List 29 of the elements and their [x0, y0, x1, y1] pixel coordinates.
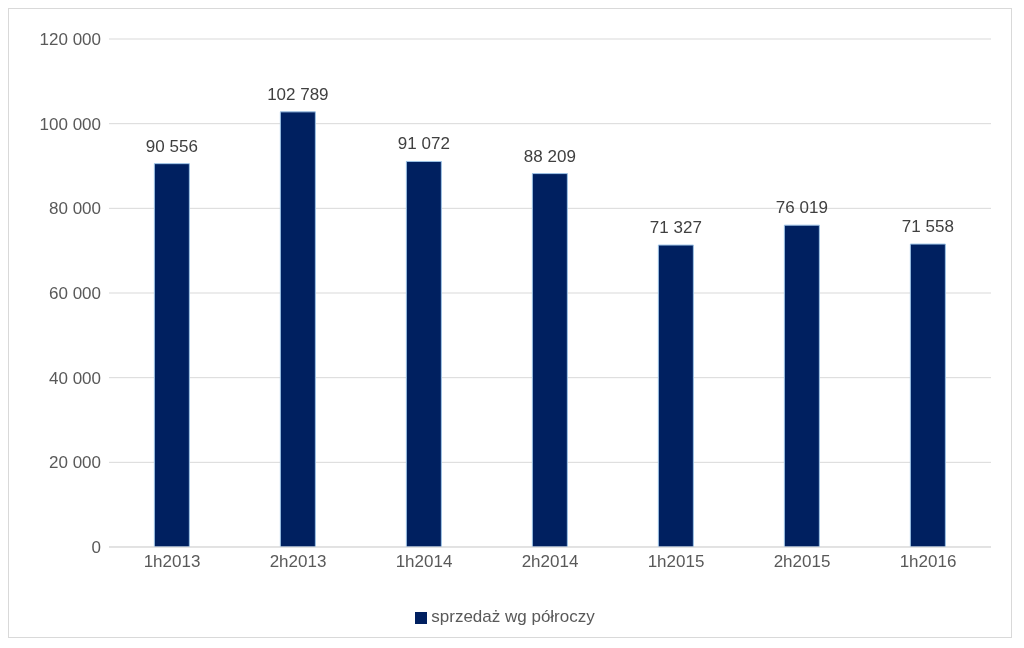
- data-label: 88 209: [523, 146, 576, 166]
- data-label: 71 327: [649, 218, 702, 238]
- bar: [909, 243, 946, 547]
- bar: [405, 160, 442, 547]
- data-label: 76 019: [775, 198, 828, 218]
- x-tick-label: 2h2013: [269, 552, 327, 572]
- legend-label: sprzedaż wg półroczy: [431, 607, 595, 626]
- bar: [783, 224, 820, 547]
- y-tick-label: 100 000: [39, 114, 101, 134]
- y-tick-label: 40 000: [49, 368, 101, 388]
- x-tick-label: 1h2016: [899, 552, 957, 572]
- y-tick-label: 80 000: [49, 199, 101, 219]
- data-label: 90 556: [145, 136, 198, 156]
- y-tick-label: 0: [91, 538, 101, 558]
- bar: [531, 173, 568, 547]
- data-label: 91 072: [397, 134, 450, 154]
- data-label: 71 558: [901, 217, 954, 237]
- x-tick-label: 2h2015: [773, 552, 831, 572]
- y-tick-label: 60 000: [49, 284, 101, 304]
- x-tick-label: 1h2015: [647, 552, 705, 572]
- data-label: 102 789: [267, 84, 329, 104]
- bar: [153, 163, 190, 547]
- bar: [279, 111, 316, 547]
- bar: [657, 244, 694, 547]
- x-tick-label: 2h2014: [521, 552, 579, 572]
- y-tick-label: 20 000: [49, 453, 101, 473]
- y-tick-label: 120 000: [39, 30, 101, 50]
- x-tick-label: 1h2013: [143, 552, 201, 572]
- x-tick-label: 1h2014: [395, 552, 453, 572]
